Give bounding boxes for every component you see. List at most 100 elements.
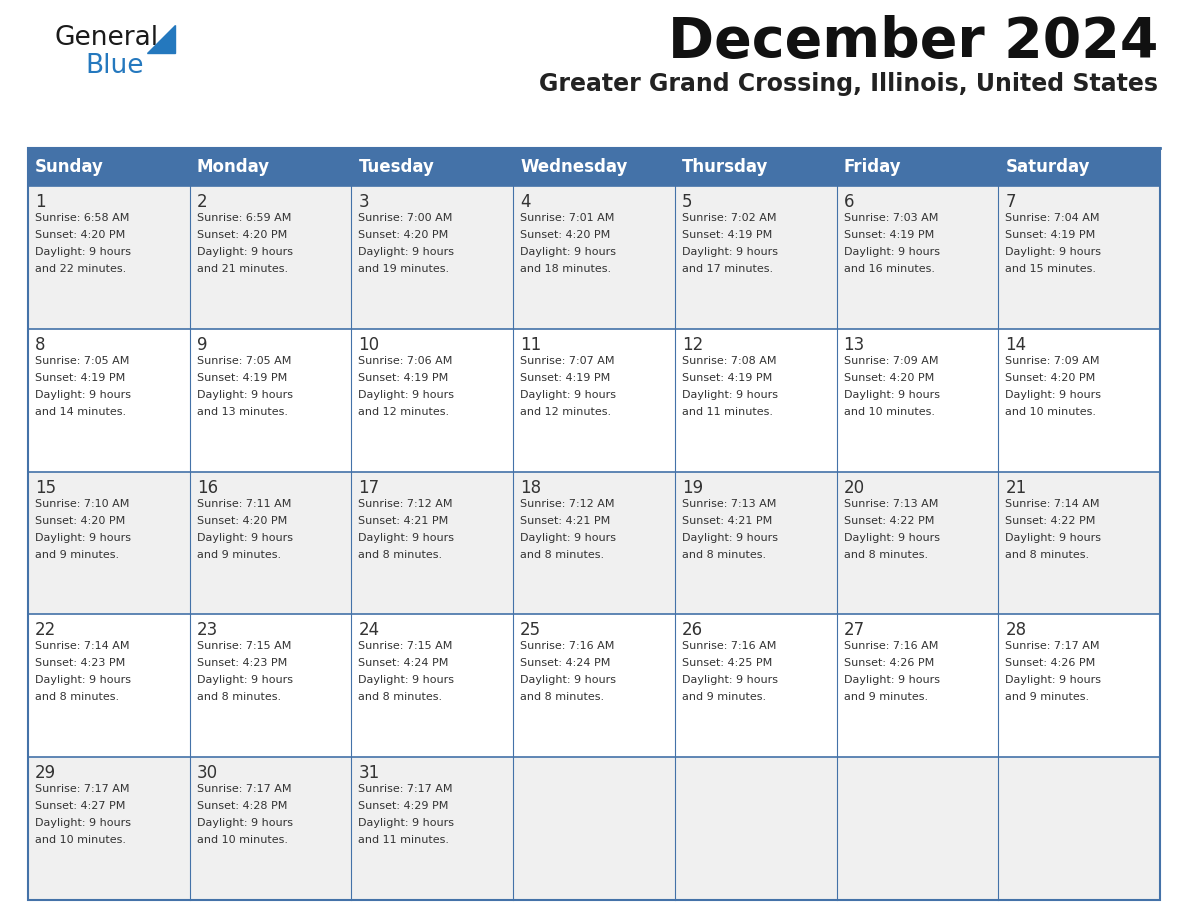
- Text: Daylight: 9 hours: Daylight: 9 hours: [682, 390, 778, 400]
- Text: Sunrise: 7:03 AM: Sunrise: 7:03 AM: [843, 213, 939, 223]
- Text: and 10 minutes.: and 10 minutes.: [1005, 407, 1097, 417]
- Text: Sunset: 4:21 PM: Sunset: 4:21 PM: [359, 516, 449, 526]
- Text: 14: 14: [1005, 336, 1026, 353]
- Text: Daylight: 9 hours: Daylight: 9 hours: [34, 247, 131, 257]
- Text: and 12 minutes.: and 12 minutes.: [359, 407, 449, 417]
- Text: and 12 minutes.: and 12 minutes.: [520, 407, 612, 417]
- Text: and 16 minutes.: and 16 minutes.: [843, 264, 935, 274]
- Text: and 10 minutes.: and 10 minutes.: [843, 407, 935, 417]
- Text: Sunset: 4:26 PM: Sunset: 4:26 PM: [843, 658, 934, 668]
- Text: Blue: Blue: [86, 53, 144, 79]
- Text: Daylight: 9 hours: Daylight: 9 hours: [520, 247, 617, 257]
- Text: 17: 17: [359, 478, 379, 497]
- Text: Daylight: 9 hours: Daylight: 9 hours: [520, 532, 617, 543]
- Text: Sunrise: 7:00 AM: Sunrise: 7:00 AM: [359, 213, 453, 223]
- Text: Daylight: 9 hours: Daylight: 9 hours: [843, 676, 940, 686]
- Text: 27: 27: [843, 621, 865, 640]
- Text: Sunset: 4:19 PM: Sunset: 4:19 PM: [1005, 230, 1095, 240]
- Text: Sunset: 4:28 PM: Sunset: 4:28 PM: [197, 801, 287, 812]
- Text: Sunset: 4:19 PM: Sunset: 4:19 PM: [359, 373, 449, 383]
- Bar: [29, 148, 1159, 900]
- Text: Daylight: 9 hours: Daylight: 9 hours: [197, 247, 292, 257]
- Text: Daylight: 9 hours: Daylight: 9 hours: [682, 532, 778, 543]
- Text: 8: 8: [34, 336, 45, 353]
- Text: Daylight: 9 hours: Daylight: 9 hours: [34, 676, 131, 686]
- Text: 20: 20: [843, 478, 865, 497]
- Text: Daylight: 9 hours: Daylight: 9 hours: [34, 390, 131, 400]
- Text: Sunrise: 7:17 AM: Sunrise: 7:17 AM: [197, 784, 291, 794]
- Text: Sunrise: 7:09 AM: Sunrise: 7:09 AM: [843, 356, 939, 365]
- Text: 4: 4: [520, 193, 531, 211]
- Text: 23: 23: [197, 621, 217, 640]
- Text: Sunday: Sunday: [34, 158, 103, 176]
- Text: Sunrise: 7:09 AM: Sunrise: 7:09 AM: [1005, 356, 1100, 365]
- Text: Daylight: 9 hours: Daylight: 9 hours: [1005, 532, 1101, 543]
- Text: Sunset: 4:21 PM: Sunset: 4:21 PM: [682, 516, 772, 526]
- Text: Daylight: 9 hours: Daylight: 9 hours: [843, 247, 940, 257]
- Text: Sunset: 4:23 PM: Sunset: 4:23 PM: [197, 658, 287, 668]
- Text: Sunset: 4:19 PM: Sunset: 4:19 PM: [34, 373, 125, 383]
- Text: and 10 minutes.: and 10 minutes.: [197, 835, 287, 845]
- Text: and 15 minutes.: and 15 minutes.: [1005, 264, 1097, 274]
- Text: 18: 18: [520, 478, 542, 497]
- Text: Sunset: 4:29 PM: Sunset: 4:29 PM: [359, 801, 449, 812]
- Text: Sunset: 4:24 PM: Sunset: 4:24 PM: [520, 658, 611, 668]
- Text: Saturday: Saturday: [1005, 158, 1089, 176]
- Text: 9: 9: [197, 336, 207, 353]
- Text: 3: 3: [359, 193, 369, 211]
- Text: Daylight: 9 hours: Daylight: 9 hours: [359, 676, 455, 686]
- Text: Sunrise: 7:15 AM: Sunrise: 7:15 AM: [359, 642, 453, 652]
- Text: Daylight: 9 hours: Daylight: 9 hours: [197, 532, 292, 543]
- Text: 31: 31: [359, 764, 380, 782]
- Text: Sunset: 4:20 PM: Sunset: 4:20 PM: [34, 516, 125, 526]
- Text: and 8 minutes.: and 8 minutes.: [682, 550, 766, 560]
- Bar: [29, 472, 1159, 614]
- Text: 25: 25: [520, 621, 542, 640]
- Text: Sunset: 4:24 PM: Sunset: 4:24 PM: [359, 658, 449, 668]
- Text: and 11 minutes.: and 11 minutes.: [682, 407, 773, 417]
- Text: Sunrise: 7:14 AM: Sunrise: 7:14 AM: [1005, 498, 1100, 509]
- Bar: [29, 757, 1159, 900]
- Text: Sunset: 4:23 PM: Sunset: 4:23 PM: [34, 658, 125, 668]
- Text: Sunrise: 7:10 AM: Sunrise: 7:10 AM: [34, 498, 129, 509]
- Text: and 8 minutes.: and 8 minutes.: [520, 692, 605, 702]
- Text: 21: 21: [1005, 478, 1026, 497]
- Text: and 19 minutes.: and 19 minutes.: [359, 264, 449, 274]
- Text: Sunrise: 7:15 AM: Sunrise: 7:15 AM: [197, 642, 291, 652]
- Text: Sunset: 4:19 PM: Sunset: 4:19 PM: [520, 373, 611, 383]
- Text: Sunset: 4:19 PM: Sunset: 4:19 PM: [682, 230, 772, 240]
- Text: and 8 minutes.: and 8 minutes.: [34, 692, 119, 702]
- Text: 10: 10: [359, 336, 379, 353]
- Text: Sunset: 4:21 PM: Sunset: 4:21 PM: [520, 516, 611, 526]
- Text: and 8 minutes.: and 8 minutes.: [197, 692, 280, 702]
- Text: and 13 minutes.: and 13 minutes.: [197, 407, 287, 417]
- Text: Sunset: 4:20 PM: Sunset: 4:20 PM: [197, 516, 287, 526]
- Text: and 22 minutes.: and 22 minutes.: [34, 264, 126, 274]
- Text: and 17 minutes.: and 17 minutes.: [682, 264, 773, 274]
- Bar: [29, 148, 1159, 186]
- Text: and 9 minutes.: and 9 minutes.: [1005, 692, 1089, 702]
- Text: Sunset: 4:20 PM: Sunset: 4:20 PM: [197, 230, 287, 240]
- Text: 5: 5: [682, 193, 693, 211]
- Text: and 18 minutes.: and 18 minutes.: [520, 264, 612, 274]
- Text: 2: 2: [197, 193, 208, 211]
- Text: and 8 minutes.: and 8 minutes.: [1005, 550, 1089, 560]
- Text: Sunrise: 7:06 AM: Sunrise: 7:06 AM: [359, 356, 453, 365]
- Text: Sunrise: 7:12 AM: Sunrise: 7:12 AM: [359, 498, 453, 509]
- Text: 26: 26: [682, 621, 703, 640]
- Text: and 14 minutes.: and 14 minutes.: [34, 407, 126, 417]
- Bar: [29, 186, 1159, 329]
- Text: Sunset: 4:20 PM: Sunset: 4:20 PM: [520, 230, 611, 240]
- Text: and 8 minutes.: and 8 minutes.: [359, 692, 443, 702]
- Text: Sunset: 4:19 PM: Sunset: 4:19 PM: [197, 373, 287, 383]
- Text: Sunset: 4:20 PM: Sunset: 4:20 PM: [34, 230, 125, 240]
- Text: Sunset: 4:20 PM: Sunset: 4:20 PM: [1005, 373, 1095, 383]
- Text: and 21 minutes.: and 21 minutes.: [197, 264, 287, 274]
- Text: Daylight: 9 hours: Daylight: 9 hours: [520, 390, 617, 400]
- Text: Daylight: 9 hours: Daylight: 9 hours: [197, 818, 292, 828]
- Text: Sunrise: 7:17 AM: Sunrise: 7:17 AM: [34, 784, 129, 794]
- Text: Sunrise: 7:13 AM: Sunrise: 7:13 AM: [682, 498, 776, 509]
- Text: Daylight: 9 hours: Daylight: 9 hours: [682, 676, 778, 686]
- Text: Wednesday: Wednesday: [520, 158, 627, 176]
- Text: Daylight: 9 hours: Daylight: 9 hours: [359, 390, 455, 400]
